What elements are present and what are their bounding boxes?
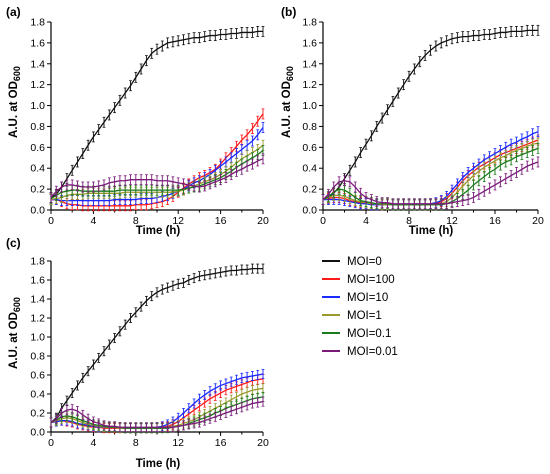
y-tick-label: 0.2 xyxy=(302,184,317,196)
x-tick-label: 20 xyxy=(257,215,269,227)
panel-a-y-axis-label-main: A.U. at OD xyxy=(8,81,20,138)
y-tick-label: 0.6 xyxy=(30,370,45,382)
y-tick-label: 1.4 xyxy=(302,58,317,70)
panel-c-y-axis-label: A.U. at OD600 xyxy=(8,297,22,369)
x-tick-label: 8 xyxy=(133,215,139,227)
x-tick-label: 4 xyxy=(90,215,96,227)
y-tick-label: 1.2 xyxy=(30,79,45,91)
x-tick-label: 8 xyxy=(133,437,139,449)
panel-a-label: (a) xyxy=(6,5,21,19)
y-tick-label: 1.4 xyxy=(30,294,45,306)
y-tick-label: 1.2 xyxy=(30,313,45,325)
y-tick-label: 1.8 xyxy=(30,17,45,29)
legend-label: MOI=0 xyxy=(347,256,382,268)
x-tick-label: 12 xyxy=(172,215,184,227)
panel-b-x-axis-label: Time (h) xyxy=(409,225,454,237)
y-tick-label: 0.2 xyxy=(30,184,45,196)
x-tick-label: 8 xyxy=(406,215,412,227)
x-tick-label: 0 xyxy=(320,215,326,227)
y-tick-label: 0.8 xyxy=(30,121,45,133)
legend-label: MOI=0.01 xyxy=(347,346,398,358)
panel-c-label: (c) xyxy=(6,236,21,250)
y-tick-label: 0.6 xyxy=(30,142,45,154)
legend: MOI=0 MOI=100 MOI=10 MOI=1 MOI=0.1 MOI=0.01 xyxy=(322,256,398,358)
panel-b-y-axis-label-main: A.U. at OD xyxy=(281,81,293,138)
panel-b-plot: 0.0 0.2 0.4 0.6 0.8 1.0 1.2 1.4 1.6 1.8 0 4 8 12 16 20 xyxy=(302,17,544,228)
y-tick-label: 1.8 xyxy=(302,17,317,29)
y-tick-label: 0.0 xyxy=(30,205,45,217)
panel-b-y-axis-label-sub: 600 xyxy=(285,66,295,81)
legend-label: MOI=1 xyxy=(347,310,382,322)
panel-c-y-axis-label-main: A.U. at OD xyxy=(8,312,20,369)
x-tick-label: 12 xyxy=(446,215,458,227)
y-tick-label: 1.2 xyxy=(302,79,317,91)
y-tick-label: 0.0 xyxy=(302,205,317,217)
y-tick-label: 0.8 xyxy=(30,351,45,363)
y-tick-label: 1.6 xyxy=(302,37,317,49)
x-tick-label: 16 xyxy=(215,437,227,449)
y-tick-label: 1.0 xyxy=(302,100,317,112)
y-tick-label: 0.4 xyxy=(30,163,45,175)
x-tick-label: 0 xyxy=(48,215,54,227)
y-tick-label: 0.0 xyxy=(30,427,45,439)
x-tick-label: 12 xyxy=(172,437,184,449)
panel-c-x-axis-label: Time (h) xyxy=(136,458,181,470)
panel-a-y-axis-label: A.U. at OD600 xyxy=(8,66,22,138)
y-tick-label: 0.4 xyxy=(30,389,45,401)
x-tick-label: 16 xyxy=(489,215,501,227)
panel-c-y-axis-label-sub: 600 xyxy=(12,297,22,312)
x-tick-label: 16 xyxy=(215,215,227,227)
x-tick-label: 0 xyxy=(48,437,54,449)
y-tick-label: 1.6 xyxy=(30,37,45,49)
legend-label: MOI=0.1 xyxy=(347,328,391,340)
x-tick-label: 20 xyxy=(532,215,544,227)
y-tick-label: 1.0 xyxy=(30,100,45,112)
panel-c-plot: 0.0 0.2 0.4 0.6 0.8 1.0 1.2 1.4 1.6 1.8 0 4 8 12 16 20 xyxy=(30,256,269,450)
panel-a-x-axis-label: Time (h) xyxy=(136,225,181,237)
panel-a-y-axis-label-sub: 600 xyxy=(12,66,22,81)
y-tick-label: 0.8 xyxy=(302,121,317,133)
x-tick-label: 4 xyxy=(363,215,369,227)
panel-b-y-axis-label: A.U. at OD600 xyxy=(281,66,295,138)
panel-c: (c) 0.0 0.2 0.4 0.6 0.8 1.0 1.2 1.4 1.6 1.8 0 4 8 12 1… xyxy=(6,236,269,470)
y-tick-label: 0.2 xyxy=(30,408,45,420)
panel-b-label: (b) xyxy=(281,5,296,19)
panel-a-plot: 0.0 0.2 0.4 0.6 0.8 1.0 1.2 1.4 1.6 1.8 0 4 8 12 16 20 xyxy=(30,17,269,228)
panel-b: (b) 0.0 0.2 0.4 0.6 0.8 1.0 1.2 1.4 1.6 1.8 0 4 8 12 1… xyxy=(281,5,544,237)
legend-label: MOI=100 xyxy=(347,274,395,286)
y-tick-label: 1.8 xyxy=(30,256,45,268)
x-tick-label: 4 xyxy=(90,437,96,449)
x-tick-label: 20 xyxy=(257,437,269,449)
panel-a: (a) 0.0 0.2 0.4 0.6 0.8 1.0 1.2 1.4 1.6 1.8 0 4 8 12 1… xyxy=(6,5,269,237)
y-tick-label: 1.0 xyxy=(30,332,45,344)
legend-label: MOI=10 xyxy=(347,292,388,304)
y-tick-label: 0.6 xyxy=(302,142,317,154)
y-tick-label: 1.6 xyxy=(30,275,45,287)
y-tick-label: 0.4 xyxy=(302,163,317,175)
y-tick-label: 1.4 xyxy=(30,58,45,70)
